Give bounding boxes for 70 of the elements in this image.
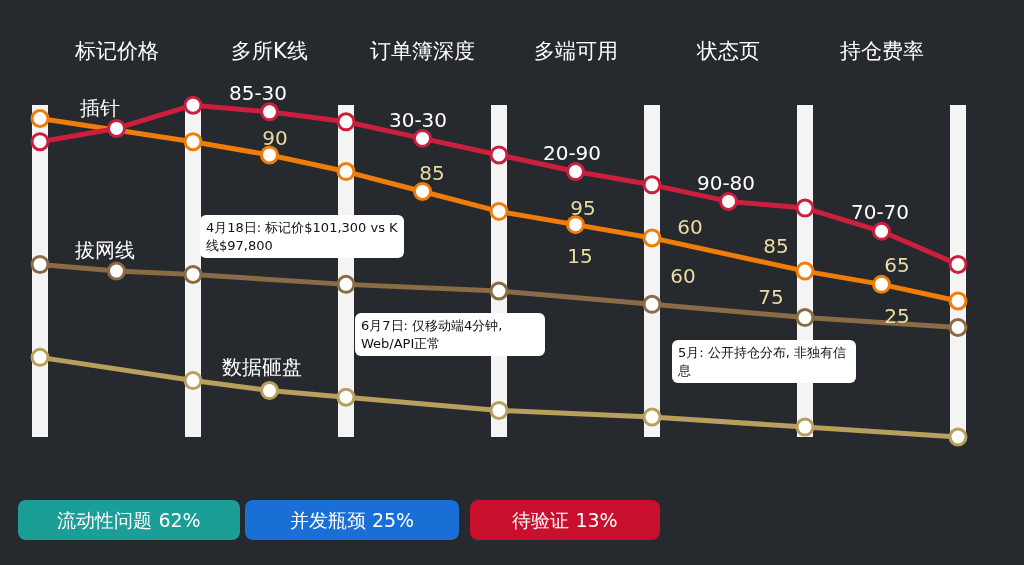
- point: [489, 281, 509, 301]
- point: [183, 95, 203, 115]
- point: [413, 181, 432, 201]
- callout-box: 6月7日: 仅移动端4分钟, Web/API正常: [355, 313, 545, 357]
- annotation: 60: [677, 215, 703, 239]
- point: [336, 274, 356, 294]
- annotation: 插针: [80, 94, 120, 122]
- callout-box: 4月18日: 标记价$101,300 vs K线$97,800: [200, 215, 404, 259]
- point: [795, 261, 815, 281]
- point: [336, 162, 356, 182]
- point: [413, 128, 432, 148]
- point: [30, 254, 50, 274]
- point: [489, 145, 509, 165]
- annotation: 90: [262, 126, 288, 150]
- point: [183, 132, 203, 152]
- point: [489, 400, 509, 420]
- point: [948, 318, 968, 338]
- point: [260, 381, 279, 401]
- point: [642, 228, 662, 248]
- point: [948, 291, 968, 311]
- point: [260, 102, 279, 122]
- annotation: 85: [763, 234, 789, 258]
- point: [566, 215, 585, 235]
- point: [30, 347, 50, 367]
- point: [336, 112, 356, 132]
- annotation: 75: [758, 285, 784, 309]
- x-tick-label: 持仓费率: [839, 39, 924, 64]
- point: [260, 145, 279, 165]
- annotation: 20-90: [542, 141, 602, 165]
- point: [795, 198, 815, 218]
- point: [872, 274, 891, 294]
- annotation: 拔网线: [75, 236, 135, 264]
- point: [107, 118, 126, 138]
- point: [566, 162, 585, 182]
- x-tick-label: 标记价格: [73, 39, 159, 64]
- x-tick-label: 多所K线: [231, 39, 308, 64]
- text: 待验证 13%: [470, 500, 660, 540]
- annotation: 25: [884, 304, 910, 328]
- annotation: 70-70: [850, 200, 910, 224]
- x-tick-label: 状态页: [696, 39, 760, 64]
- point: [948, 254, 968, 274]
- annotation: 60: [670, 264, 696, 288]
- point: [948, 427, 968, 447]
- point: [489, 201, 509, 221]
- annotation: 95: [570, 196, 596, 220]
- callout-box: 5月: 公开持仓分布, 非独有信息: [672, 340, 856, 384]
- text: 流动性问题 62%: [18, 500, 240, 540]
- text: 并发瓶颈 25%: [245, 500, 459, 540]
- x-tick-label: 多端可用: [533, 39, 618, 64]
- point: [30, 132, 50, 152]
- point: [107, 261, 126, 281]
- annotation: 15: [567, 244, 593, 268]
- annotation: 数据砸盘: [222, 353, 302, 381]
- annotation: 65: [884, 253, 910, 277]
- annotation: 90-80: [696, 171, 756, 195]
- point: [183, 264, 203, 284]
- point: [719, 191, 738, 211]
- point: [872, 221, 891, 241]
- point: [795, 417, 815, 437]
- x-tick-label: 订单簿深度: [370, 39, 475, 64]
- point: [642, 407, 662, 427]
- annotation: 85: [419, 161, 445, 185]
- annotation: 30-30: [388, 108, 448, 132]
- point: [642, 294, 662, 314]
- point: [336, 387, 356, 407]
- point: [30, 108, 50, 128]
- point: [183, 371, 203, 391]
- point: [642, 175, 662, 195]
- point: [795, 308, 815, 328]
- annotation: 85-30: [228, 81, 288, 105]
